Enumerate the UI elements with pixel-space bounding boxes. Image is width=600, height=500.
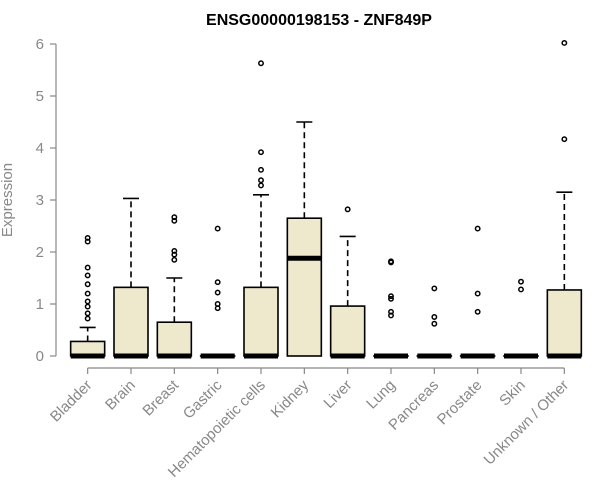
- outlier-point: [84, 264, 91, 271]
- x-tick-label: Brain: [102, 377, 139, 414]
- box: [156, 321, 193, 357]
- y-tick-label: 0: [36, 348, 44, 365]
- outlier-point: [258, 149, 264, 156]
- outlier-point: [84, 238, 91, 245]
- outlier-point: [214, 301, 221, 307]
- outlier-point: [474, 225, 481, 232]
- outlier-point: [344, 206, 351, 213]
- x-tick-label: Bladder: [47, 377, 96, 426]
- x-tick-label: Liver: [320, 377, 355, 412]
- outlier-point: [258, 166, 264, 173]
- box-group: [416, 285, 453, 359]
- outlier-point: [258, 177, 264, 184]
- outlier-point: [258, 182, 264, 189]
- outlier-point: [214, 225, 221, 232]
- box-group: [459, 225, 496, 359]
- box-group: [546, 40, 583, 359]
- outlier-point: [171, 214, 178, 221]
- x-tick-label: Breast: [139, 376, 182, 419]
- y-axis: 0 1 2 3 4 5 6: [36, 36, 57, 365]
- y-tick-label: 1: [36, 296, 44, 313]
- outlier-point: [171, 248, 178, 254]
- outlier-point: [84, 272, 91, 279]
- outlier-point: [84, 315, 91, 322]
- outlier-point: [474, 308, 481, 315]
- outlier-point: [84, 303, 91, 310]
- y-tick-label: 2: [36, 244, 44, 261]
- outlier-point: [84, 235, 91, 241]
- outlier-point: [171, 217, 178, 224]
- outlier-point: [388, 308, 394, 315]
- outlier-point: [214, 289, 221, 296]
- box-group: [329, 206, 366, 359]
- box-group: [199, 225, 236, 359]
- box-group: [503, 278, 539, 359]
- box-group: [286, 121, 323, 357]
- outlier-point: [171, 251, 178, 258]
- x-tick-label: Lung: [363, 377, 399, 413]
- box: [243, 286, 279, 357]
- outlier-point: [518, 286, 524, 293]
- y-tick-label: 3: [36, 192, 44, 209]
- outlier-point: [561, 40, 568, 46]
- box-group: [373, 258, 409, 359]
- box: [329, 305, 366, 357]
- outlier-point: [431, 285, 438, 292]
- plot-area: [69, 40, 583, 359]
- outlier-point: [518, 278, 524, 285]
- x-tick-label: Skin: [496, 377, 529, 410]
- chart-title: ENSG00000198153 - ZNF849P: [206, 12, 432, 29]
- outlier-point: [214, 279, 221, 286]
- outlier-point: [388, 295, 394, 302]
- outlier-point: [84, 298, 91, 305]
- outlier-point: [84, 290, 91, 297]
- box-group: [243, 60, 279, 359]
- outlier-point: [171, 256, 178, 263]
- y-axis-label: Expression: [0, 163, 16, 237]
- outlier-point: [474, 290, 481, 297]
- outlier-point: [388, 312, 394, 319]
- x-tick-label: Kidney: [268, 376, 313, 421]
- x-tick-label: Prostate: [434, 377, 486, 429]
- box-group: [113, 197, 149, 359]
- y-tick-label: 4: [36, 140, 44, 157]
- box-group: [69, 235, 106, 359]
- outlier-point: [258, 60, 264, 67]
- box: [113, 286, 149, 357]
- outlier-point: [84, 310, 91, 317]
- box: [286, 217, 323, 357]
- y-tick-label: 6: [36, 36, 44, 53]
- outlier-point: [388, 293, 394, 300]
- outlier-point: [431, 314, 438, 320]
- y-tick-label: 5: [36, 88, 44, 105]
- box-group: [156, 214, 193, 359]
- outlier-point: [431, 320, 438, 327]
- outlier-point: [561, 136, 568, 143]
- box: [546, 289, 583, 357]
- outlier-point: [388, 258, 394, 265]
- outlier-point: [84, 281, 91, 288]
